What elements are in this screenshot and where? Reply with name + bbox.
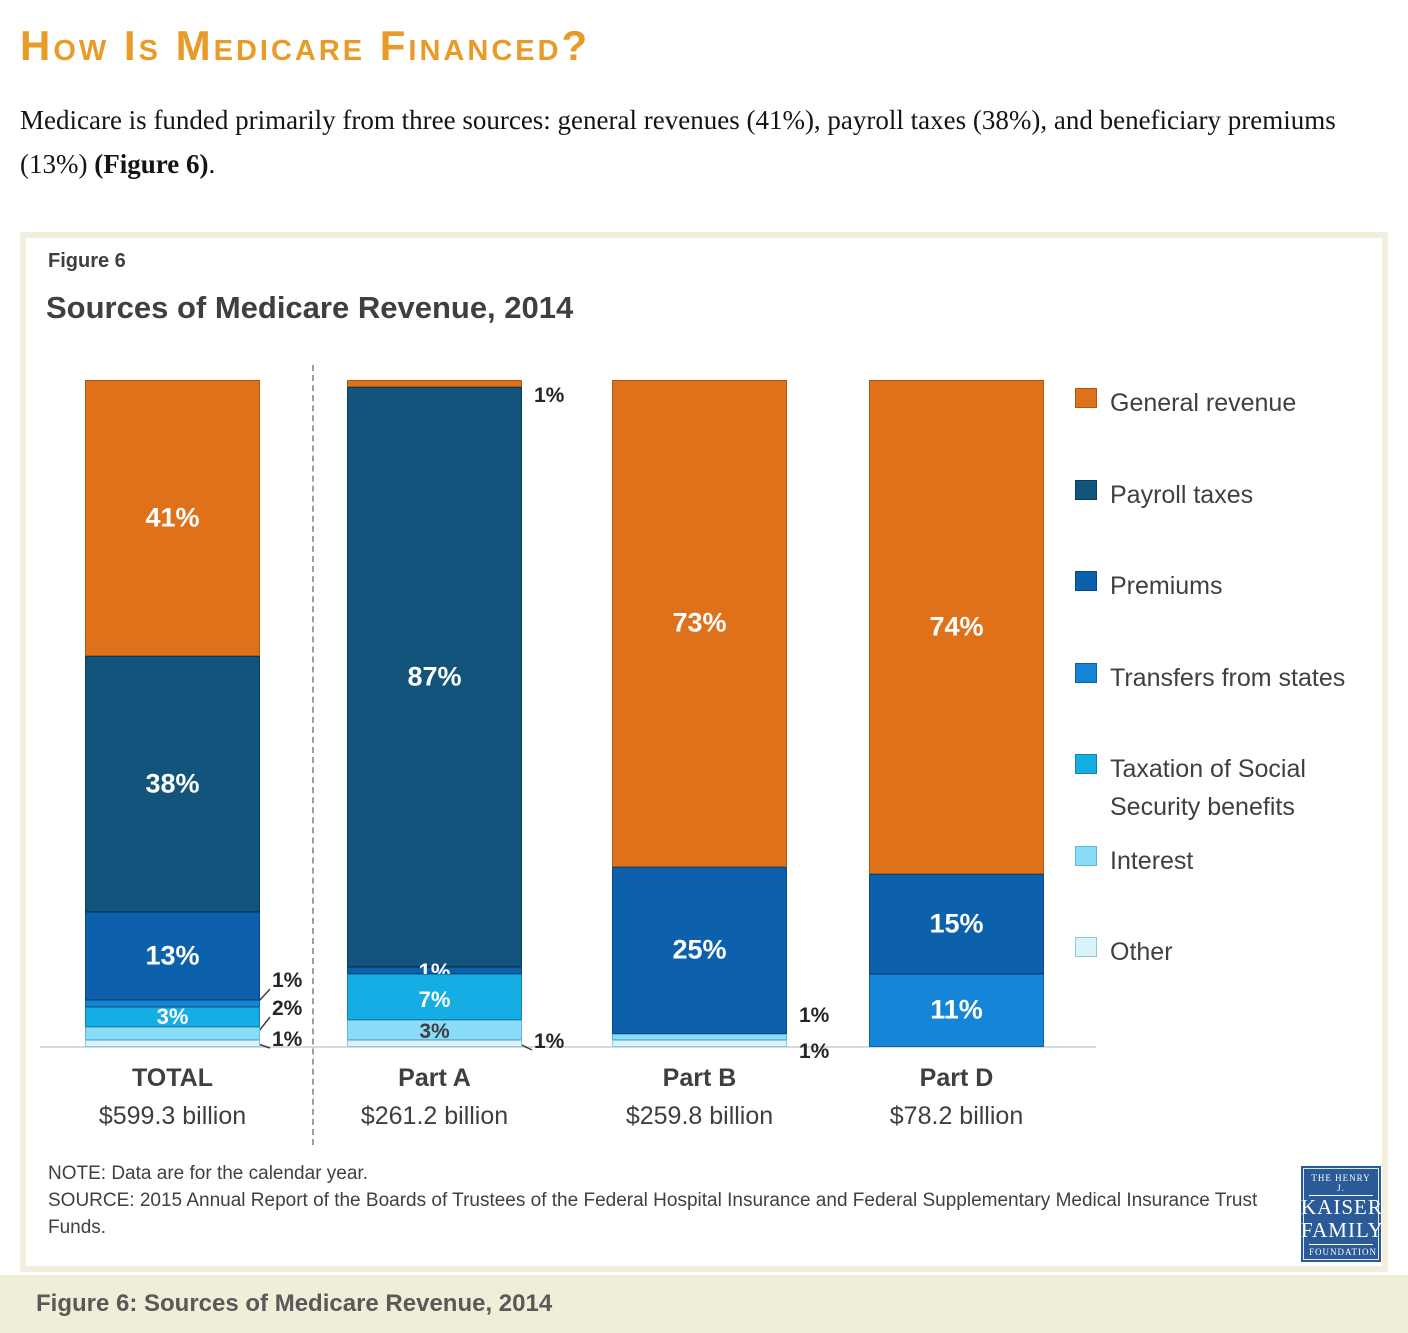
bar-segment-premiums	[347, 966, 522, 974]
bar-segment-interest	[612, 1033, 787, 1041]
legend-item-transfers-from-states: Transfers from states	[1075, 659, 1367, 697]
figure-caption: Figure 6: Sources of Medicare Revenue, 2…	[36, 1290, 553, 1317]
kff-foundation-logo: THE HENRY J. KAISER FAMILY FOUNDATION	[1301, 1166, 1384, 1262]
bar-segment-payroll-taxes	[85, 656, 260, 913]
page-title: How Is Medicare Financed?	[20, 22, 591, 69]
legend-swatch	[1075, 754, 1097, 774]
intro-text: Medicare is funded primarily from three …	[20, 105, 1336, 179]
legend-item-premiums: Premiums	[1075, 567, 1367, 605]
legend-label: Other	[1110, 938, 1173, 966]
segment-value-label: 38%	[145, 768, 200, 799]
bar-segment-premiums	[869, 873, 1044, 974]
segment-value-label: 25%	[672, 934, 727, 965]
legend-item-other: Other	[1075, 933, 1367, 971]
bar-category-label: Part A	[398, 1064, 471, 1092]
segment-value-label: 41%	[145, 502, 200, 533]
figure-caption-bar: Figure 6: Sources of Medicare Revenue, 2…	[0, 1275, 1408, 1333]
segment-value-label: 15%	[929, 908, 984, 939]
stacked-bar-part-d: 74% 15% 11%	[869, 380, 1044, 1047]
bar-segment-general-revenue	[612, 380, 787, 867]
stacked-bar-part-b: 73% 25%	[612, 380, 787, 1047]
segment-value-label: 13%	[145, 940, 200, 971]
legend-label: Interest	[1110, 846, 1194, 875]
figure-label: Figure 6	[48, 250, 126, 272]
bar-amount-label: $261.2 billion	[360, 1102, 509, 1130]
kff-logo-line2: KAISER	[1301, 1195, 1383, 1219]
segment-value-label: 1%	[799, 1004, 830, 1027]
legend-label: Premiums	[1110, 572, 1223, 600]
segment-value-label: 11%	[930, 994, 983, 1025]
segment-value-label: 1%	[272, 1028, 303, 1051]
kff-logo-line3: FAMILY	[1301, 1218, 1384, 1242]
bar-segment-interest	[347, 1020, 522, 1041]
bar-segment-premiums	[85, 912, 260, 1000]
bar-category-label: Part D	[919, 1064, 994, 1092]
legend-label: Taxation of Social Security benefits	[1110, 755, 1306, 821]
stacked-bar-part-a: 87% 1% 7% 3%	[347, 380, 522, 1047]
segment-value-label: 74%	[929, 611, 984, 642]
chart-title: Sources of Medicare Revenue, 2014	[46, 290, 574, 325]
bar-segment-transfers-from-states	[85, 999, 260, 1007]
bar-category-label: Part B	[662, 1064, 737, 1092]
bar-segment-general-revenue	[869, 380, 1044, 874]
total-vs-parts-divider	[312, 365, 314, 1145]
intro-paragraph: Medicare is funded primarily from three …	[20, 98, 1365, 186]
bar-segment-other	[612, 1040, 787, 1047]
bar-segment-transfers-from-states	[869, 973, 1044, 1047]
legend-swatch	[1075, 662, 1097, 683]
kff-logo-line1: THE HENRY J.	[1309, 1173, 1373, 1196]
chart-plot-area: 41% 38% 13% 3% 1% 2% 1% TOTAL $599.3 billion 87% 1…	[26, 238, 1382, 1266]
source-line: SOURCE: 2015 Annual Report of the Boards…	[48, 1190, 1258, 1238]
note-line: NOTE: Data are for the calendar year.	[48, 1163, 368, 1184]
stacked-bar-total: 41% 38% 13% 3%	[85, 380, 260, 1047]
bar-segment-payroll-taxes	[347, 386, 522, 967]
intro-figure-ref: (Figure 6)	[94, 149, 209, 179]
legend-swatch	[1075, 571, 1097, 591]
segment-value-label: 1%	[534, 384, 565, 407]
segment-value-label: 1%	[272, 969, 303, 992]
legend-item-taxation-of-social-security-benefits: Taxation of Social Security benefits	[1075, 750, 1367, 826]
segment-value-label: 3%	[156, 1003, 189, 1029]
bar-segment-general-revenue	[85, 380, 260, 657]
legend-item-interest: Interest	[1075, 842, 1367, 880]
legend-swatch	[1075, 479, 1097, 500]
legend-item-payroll-taxes: Payroll taxes	[1075, 476, 1367, 514]
legend-label: Transfers from states	[1110, 663, 1346, 692]
kff-logo-line4: FOUNDATION	[1309, 1244, 1376, 1257]
bar-segment-taxation-of-social-security-benefits	[347, 973, 522, 1021]
intro-suffix: .	[208, 149, 216, 179]
bar-segment-other	[85, 1040, 260, 1047]
segment-value-label: 1%	[534, 1030, 565, 1053]
legend-label: Payroll taxes	[1110, 480, 1254, 509]
bar-segment-other	[347, 1040, 522, 1047]
x-axis-line	[40, 1046, 1096, 1048]
segment-value-label: 2%	[272, 997, 303, 1020]
legend-label: General revenue	[1110, 389, 1297, 417]
bar-amount-label: $78.2 billion	[889, 1102, 1024, 1130]
bar-amount-label: $259.8 billion	[625, 1102, 774, 1130]
bar-segment-general-revenue	[347, 380, 522, 387]
legend-swatch	[1075, 937, 1097, 957]
legend-swatch	[1075, 845, 1097, 866]
legend-swatch	[1075, 388, 1097, 408]
segment-value-label: 73%	[672, 607, 727, 638]
bar-segment-interest	[85, 1026, 260, 1041]
bar-segment-taxation-of-social-security-benefits	[85, 1006, 260, 1027]
note-source-text: NOTE: Data are for the calendar year. SO…	[48, 1160, 1280, 1241]
bar-category-label: TOTAL	[131, 1064, 214, 1092]
legend-item-general-revenue: General revenue	[1075, 384, 1367, 422]
bar-segment-premiums	[612, 866, 787, 1034]
segment-value-label: 1%	[799, 1040, 830, 1063]
segment-value-label: 87%	[407, 661, 462, 692]
bar-amount-label: $599.3 billion	[98, 1102, 247, 1130]
figure-6-chart: Figure 6 Sources of Medicare Revenue, 20…	[20, 232, 1388, 1272]
segment-value-label: 3%	[419, 1020, 450, 1043]
segment-value-label: 7%	[418, 987, 451, 1012]
